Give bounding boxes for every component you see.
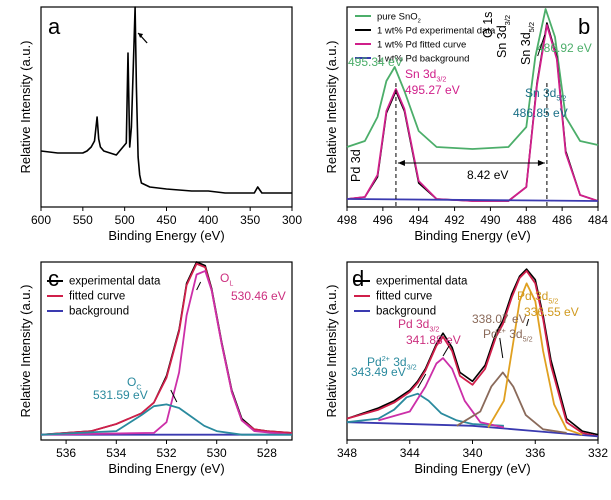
annotation-pointer	[196, 281, 202, 291]
x-tick-label: 532	[156, 446, 176, 460]
panel-b: 498 496 494 492 490 488 486 484 Binding Energy (…	[324, 6, 608, 243]
x-tick-label: 486	[552, 213, 572, 227]
legend-label: background	[376, 306, 436, 318]
x-tick-label: 484	[588, 213, 608, 227]
legend-label: 1 wt% Pd background	[377, 54, 469, 65]
annotation-label: OC	[127, 375, 142, 392]
legend-label: 1 wt% Pd fitted curve	[377, 40, 466, 51]
y-axis-label: Relative Intensity (a.u.)	[324, 41, 339, 174]
separation-arrowhead	[537, 160, 545, 166]
panel-d: 348 344 340 336 332 Binding Energy (eV) Relati…	[324, 261, 608, 476]
x-tick-label: 340	[462, 446, 482, 460]
series-line-component-6	[487, 282, 583, 436]
annotation-label: Sn 3d5/2	[519, 22, 536, 65]
annotation-pointer	[170, 389, 178, 403]
x-tick-label: 530	[207, 446, 227, 460]
annotation-label: O 1s	[481, 12, 495, 38]
annotation-label: Pd 3d5/2	[517, 289, 558, 306]
x-axis-label: Binding Energy (eV)	[108, 461, 224, 476]
panel-c: 536 534 532 530 528 Binding Energy (eV) Relati…	[18, 261, 293, 476]
separation-arrowhead	[397, 160, 405, 166]
annotation-label: 530.46 eV	[231, 289, 286, 303]
annotation-pointer	[442, 345, 450, 357]
x-tick-label: 350	[240, 213, 260, 227]
annotation-label: 8.42 eV	[467, 168, 508, 182]
annotation-label: Sn 3d3/2	[405, 67, 446, 84]
x-tick-label: 348	[337, 446, 357, 460]
x-tick-label: 536	[56, 446, 76, 460]
annotation-label: 336.55 eV	[524, 305, 579, 319]
plot-frame	[346, 261, 599, 441]
annotation-label: 486.85 eV	[513, 106, 568, 120]
panel-letter: b	[578, 14, 590, 39]
panel-letter: d	[352, 266, 364, 291]
legend-label: fitted curve	[376, 291, 432, 303]
x-axis-label: Binding Energy (eV)	[414, 461, 530, 476]
x-axis-label: Binding Energy (eV)	[108, 228, 224, 243]
panel-letter: c	[48, 266, 59, 291]
annotation-pointer	[499, 337, 504, 359]
annotation-label: 531.59 eV	[93, 388, 148, 402]
annotation-label: Pd 3d3/2	[398, 317, 439, 334]
annotation-label: 486.92 eV	[537, 41, 592, 55]
x-tick-label: 490	[480, 213, 500, 227]
x-tick-label: 496	[373, 213, 393, 227]
annotation-pointer	[537, 34, 546, 57]
annotation-label: 495.27 eV	[405, 83, 460, 97]
legend-label: fitted curve	[69, 291, 125, 303]
annotation-label: Pd2+ 3d5/2	[483, 326, 533, 343]
legend-label: 1 wt% Pd experimental data	[377, 26, 496, 37]
x-tick-label: 528	[257, 446, 277, 460]
panel-a: 600 550 500 450 400 350 300 Binding Energy (eV)…	[18, 6, 536, 243]
x-tick-label: 498	[337, 213, 357, 227]
series-line-1-wt-pd-fitted-curve	[346, 24, 599, 202]
x-tick-label: 450	[156, 213, 176, 227]
y-axis-label: Relative Intensity (a.u.)	[18, 41, 33, 174]
x-tick-label: 400	[198, 213, 218, 227]
series-line-pure-sno	[346, 8, 599, 150]
series-line-1-wt-pd-background	[346, 198, 599, 202]
annotation-pointer	[417, 373, 427, 389]
series-line-background	[346, 421, 599, 438]
annotation-label: 495.34 eV	[348, 55, 403, 69]
x-tick-label: 534	[106, 446, 126, 460]
legend-label: background	[69, 306, 129, 318]
annotation-label: 338.07 eV	[472, 312, 527, 326]
annotation-label: Sn 3d5/2	[525, 86, 566, 103]
y-axis-label: Relative Intensity (a.u.)	[324, 285, 339, 418]
annotation-label: Sn 3d3/2	[495, 15, 512, 58]
x-tick-label: 600	[31, 213, 51, 227]
series-line-component-4	[40, 403, 292, 436]
series-line-component-3	[40, 270, 293, 436]
x-tick-label: 500	[115, 213, 135, 227]
x-axis-label: Binding Energy (eV)	[414, 228, 530, 243]
x-tick-label: 492	[445, 213, 465, 227]
panel-letter: a	[48, 14, 61, 39]
annotation-label: Pd2+ 3d3/2	[367, 354, 417, 371]
plot-frame	[346, 6, 599, 208]
series-line-component-3	[346, 392, 504, 427]
series-line-experimental-data	[40, 261, 293, 436]
series-line-fitted-curve	[346, 270, 599, 438]
annotation-label: 343.49 eV	[351, 365, 406, 379]
x-tick-label: 494	[409, 213, 429, 227]
x-tick-label: 300	[282, 213, 302, 227]
legend-label: pure SnO2	[377, 12, 421, 25]
x-tick-label: 550	[73, 213, 93, 227]
annotation-arrowhead	[138, 33, 144, 38]
series-line-component-0	[40, 6, 292, 194]
annotation-pointer	[526, 318, 530, 327]
x-tick-label: 344	[400, 446, 420, 460]
annotation-label: 341.88 eV	[406, 333, 461, 347]
x-tick-label: 488	[516, 213, 536, 227]
legend-label: experimental data	[376, 276, 468, 288]
annotation-label: Pd 3d	[349, 149, 363, 182]
legend-label: experimental data	[69, 276, 161, 288]
x-tick-label: 332	[588, 446, 608, 460]
annotation-label: OL	[220, 271, 233, 288]
plot-frame	[40, 6, 293, 208]
y-axis-label: Relative Intensity (a.u.)	[18, 285, 33, 418]
x-tick-label: 336	[525, 446, 545, 460]
